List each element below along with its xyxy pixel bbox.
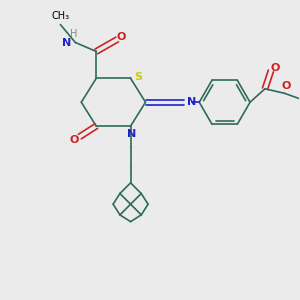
Text: O: O [117, 32, 126, 41]
Text: O: O [69, 134, 79, 145]
Text: N: N [128, 129, 137, 139]
Text: O: O [281, 81, 291, 91]
Text: N: N [187, 97, 196, 107]
Text: O: O [271, 63, 280, 73]
Text: N: N [62, 38, 71, 47]
Text: CH₃: CH₃ [51, 11, 70, 21]
Text: S: S [134, 72, 142, 82]
Text: H: H [70, 29, 77, 39]
